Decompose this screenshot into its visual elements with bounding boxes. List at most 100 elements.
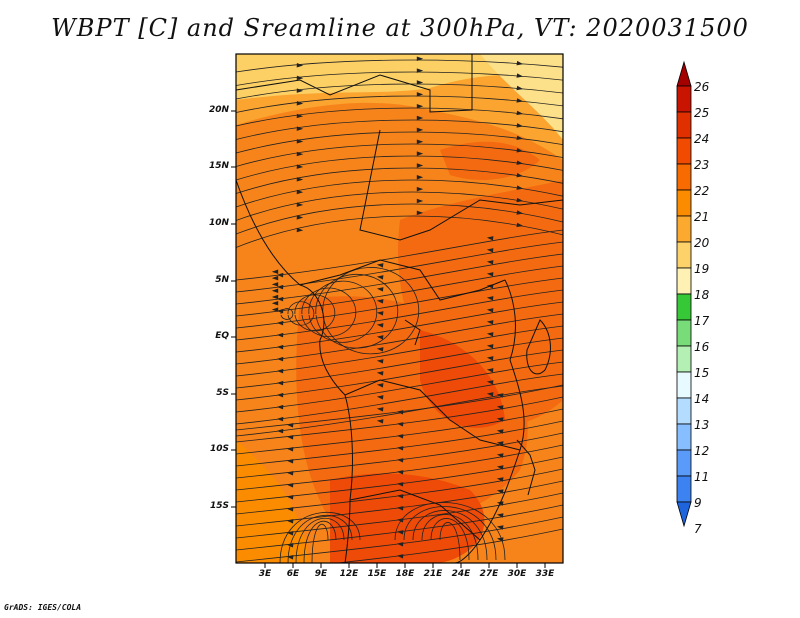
streamline (412, 510, 488, 561)
streamline-arrow (496, 429, 504, 434)
colorbar-label: 11 (694, 470, 710, 484)
streamline (303, 520, 337, 563)
colorbar-label: 26 (694, 80, 710, 94)
streamline-arrow (516, 172, 524, 178)
streamline-arrow (496, 441, 504, 446)
streamline (394, 502, 506, 561)
streamline-arrow (271, 269, 279, 275)
lat-label: 20N (208, 105, 229, 115)
streamline (439, 522, 461, 561)
lon-label: 15E (367, 569, 387, 579)
streamline-arrow (276, 392, 284, 398)
streamline-arrow (276, 428, 284, 434)
streamline-arrow (286, 495, 294, 500)
streamline-arrow (276, 344, 284, 350)
streamline (236, 253, 563, 305)
streamline-arrow (276, 380, 284, 386)
streamline-arrows (271, 56, 524, 560)
grads-credit: GrADS: IGES/COLA (4, 603, 82, 612)
streamline-arrow (496, 465, 504, 470)
streamline-arrow (486, 248, 494, 253)
streamline-arrow (486, 308, 494, 313)
streamline (236, 265, 563, 317)
streamline-arrow (286, 519, 294, 524)
streamline (236, 277, 563, 329)
streamline-arrow (286, 555, 294, 560)
streamline-arrow (486, 260, 494, 265)
streamline-arrow (286, 543, 294, 548)
streamline-arrow (286, 435, 294, 440)
streamline-arrow (296, 113, 304, 119)
streamline-arrow (486, 320, 494, 325)
streamline-arrow (396, 530, 404, 535)
streamline-arrow (286, 507, 294, 512)
streamline-arrow (376, 287, 384, 292)
streamline-arrow (296, 139, 304, 144)
streamline-arrow (516, 197, 524, 203)
streamline-arrow (416, 103, 424, 109)
streamline-arrow (276, 296, 284, 302)
colorbar-label: 15 (694, 366, 710, 380)
streamline (403, 506, 497, 561)
streamline-arrow (376, 419, 384, 424)
lon-label: 27E (479, 569, 499, 579)
streamline (322, 267, 420, 355)
streamline (335, 528, 563, 563)
lat-label: 15S (209, 501, 229, 511)
streamline-arrow (296, 177, 304, 182)
streamline-arrow (286, 483, 294, 488)
streamline-arrow (516, 60, 524, 66)
streamline-arrow (496, 537, 504, 542)
lon-label: 6E (286, 569, 300, 579)
streamline-arrow (516, 110, 524, 116)
streamline (421, 514, 479, 561)
colorbar-top-arrow (676, 60, 692, 87)
lon-label: 21E (423, 569, 443, 579)
streamline-arrow (416, 56, 424, 62)
streamline-arrow (516, 123, 524, 128)
streamline-arrow (286, 531, 294, 536)
streamline (287, 301, 315, 326)
streamline-arrow (376, 335, 384, 340)
colorbar-swatch (676, 111, 692, 139)
streamline-arrow (516, 185, 524, 190)
lon-label: 24E (451, 569, 471, 579)
colorbar-label: 19 (694, 262, 710, 276)
lon-label: 9E (314, 569, 328, 579)
streamline-arrow (396, 422, 404, 427)
streamline-arrow (516, 73, 524, 78)
streamline-arrow (376, 395, 384, 400)
streamline-arrow (376, 407, 384, 412)
streamline-arrow (516, 222, 524, 228)
streamline (315, 273, 399, 349)
colorbar-label: 14 (694, 392, 710, 406)
streamline-arrow (376, 263, 384, 268)
colorbar-swatch (676, 371, 692, 399)
colorbar-swatch (676, 319, 692, 347)
streamline-arrow (416, 186, 424, 192)
streamline-arrow (496, 489, 504, 494)
streamline-arrow (396, 554, 404, 559)
streamline-arrow (376, 275, 384, 280)
streamline-arrow (496, 513, 504, 518)
streamline-arrow (396, 458, 404, 463)
colorbar-swatch (676, 163, 692, 191)
streamline-arrow (396, 434, 404, 439)
colorbar-swatch (676, 241, 692, 269)
colorbar-swatch (676, 397, 692, 425)
colorbar-swatch (676, 423, 692, 451)
streamline (295, 517, 345, 563)
colorbar-label: 23 (694, 158, 710, 172)
lon-label: 12E (339, 569, 359, 579)
streamline-arrow (496, 453, 504, 458)
streamline-arrow (416, 127, 424, 133)
streamline-arrow (286, 459, 294, 464)
streamline (236, 289, 563, 341)
streamline (301, 287, 357, 338)
streamline-arrow (396, 470, 404, 475)
streamline-arrow (296, 189, 304, 195)
streamline-arrow (276, 320, 284, 326)
streamline (236, 241, 563, 293)
colorbar-label: 16 (694, 340, 710, 354)
colorbar-label: 17 (694, 314, 710, 328)
